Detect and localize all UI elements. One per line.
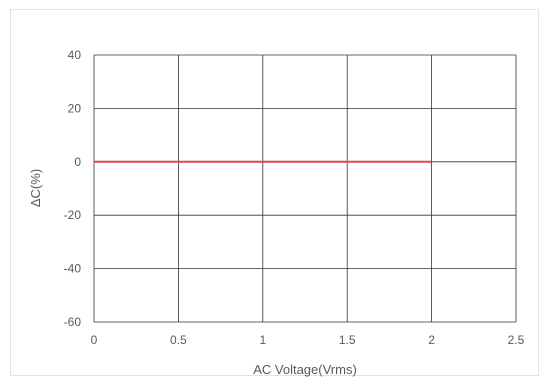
x-tick-label: 0.5 [170,333,187,347]
x-tick-labels: 0 0.5 1 1.5 2 2.5 [91,333,525,347]
y-tick-label: 20 [68,101,82,115]
y-tick-label: 0 [74,155,81,169]
x-tick-label: 2.5 [508,333,525,347]
grid [93,54,517,323]
y-tick-label: -40 [64,262,82,276]
y-tick-label: -20 [64,208,82,222]
y-tick-labels: 40 20 0 -20 -40 -60 [64,48,82,329]
chart-frame [10,9,539,376]
y-tick-label: -60 [64,315,82,329]
x-tick-label: 1 [259,333,266,347]
x-axis-label: AC Voltage(Vrms) [253,362,357,377]
x-tick-label: 2 [428,333,435,347]
y-axis-label: ΔC(%) [28,169,43,207]
x-tick-label: 1.5 [339,333,356,347]
y-tick-label: 40 [68,48,82,62]
x-tick-label: 0 [91,333,98,347]
